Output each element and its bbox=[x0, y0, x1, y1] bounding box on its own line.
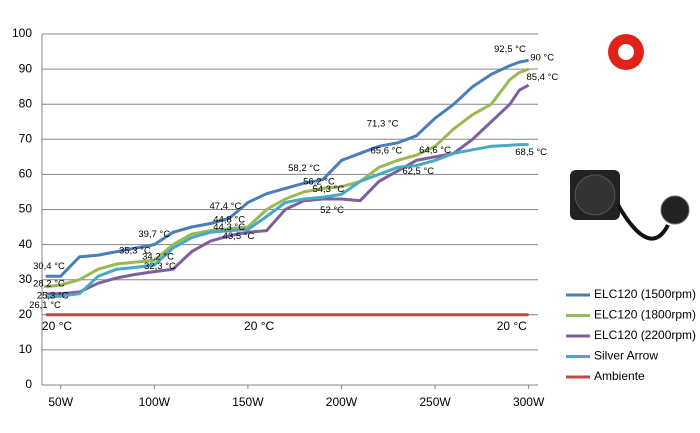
data-label: 20 °C bbox=[244, 319, 274, 333]
data-label: 68,5 °C bbox=[515, 147, 547, 158]
legend-label: ELC120 (1800rpm) bbox=[594, 308, 696, 322]
data-label: 65,6 °C bbox=[370, 145, 402, 156]
y-tick-label: 30 bbox=[19, 272, 33, 286]
data-label: 30,4 °C bbox=[33, 261, 65, 272]
data-label: 28,2 °C bbox=[33, 279, 65, 290]
y-tick-label: 60 bbox=[19, 167, 33, 181]
series-line bbox=[45, 67, 530, 289]
data-label: 20 °C bbox=[42, 319, 72, 333]
y-tick-label: 40 bbox=[19, 237, 33, 251]
tubes bbox=[616, 203, 670, 241]
legend-label: Silver Arrow bbox=[594, 349, 658, 363]
y-tick-label: 80 bbox=[19, 96, 33, 110]
x-tick-label: 150W bbox=[232, 395, 264, 409]
data-label: 47,4 °C bbox=[210, 201, 242, 212]
data-label: 90 °C bbox=[530, 53, 554, 64]
data-label: 62,5 °C bbox=[402, 166, 434, 177]
data-label: 92,5 °C bbox=[494, 44, 526, 55]
y-tick-label: 20 bbox=[19, 307, 33, 321]
data-label: 58,2 °C bbox=[288, 163, 320, 174]
x-tick-label: 200W bbox=[326, 395, 358, 409]
x-tick-label: 250W bbox=[419, 395, 451, 409]
series-line bbox=[45, 83, 530, 296]
logo bbox=[608, 34, 644, 70]
data-label: 44,3 °C bbox=[213, 222, 245, 233]
y-tick-label: 70 bbox=[19, 131, 33, 145]
data-label: 25,3 °C bbox=[37, 291, 69, 302]
data-label: 71,3 °C bbox=[367, 118, 399, 129]
data-label: 44,8 °C bbox=[213, 214, 245, 225]
data-label: 20 °C bbox=[497, 319, 527, 333]
legend-label: Ambiente bbox=[594, 369, 645, 383]
data-label: 34,2 °C bbox=[142, 251, 174, 262]
legend-label: ELC120 (1500rpm) bbox=[594, 287, 696, 301]
data-label: 54,3 °C bbox=[312, 184, 344, 195]
data-label: 39,7 °C bbox=[138, 229, 170, 240]
y-tick-label: 90 bbox=[19, 61, 33, 75]
series-line bbox=[45, 143, 529, 299]
legend-label: ELC120 (2200rpm) bbox=[594, 328, 696, 342]
x-tick-label: 300W bbox=[513, 395, 545, 409]
data-label: 35,3 °C bbox=[119, 246, 151, 257]
fan bbox=[574, 174, 616, 216]
x-tick-label: 100W bbox=[139, 395, 171, 409]
data-label: 43,5 °C bbox=[223, 231, 255, 242]
pump bbox=[660, 195, 690, 225]
data-label: 56,2 °C bbox=[303, 176, 335, 187]
y-tick-label: 100 bbox=[12, 26, 32, 40]
data-label: 26,1 °C bbox=[29, 300, 61, 311]
y-tick-label: 10 bbox=[19, 342, 33, 356]
series-line bbox=[45, 58, 529, 278]
data-label: 52 °C bbox=[320, 205, 344, 216]
data-label: 32,3 °C bbox=[144, 261, 176, 272]
data-label: 85,4 °C bbox=[526, 72, 558, 83]
y-tick-label: 0 bbox=[25, 377, 32, 391]
x-tick-label: 50W bbox=[48, 395, 73, 409]
y-tick-label: 50 bbox=[19, 202, 33, 216]
data-label: 64,6 °C bbox=[419, 145, 451, 156]
logo-gear-hole bbox=[618, 44, 634, 60]
product-image bbox=[570, 170, 690, 241]
